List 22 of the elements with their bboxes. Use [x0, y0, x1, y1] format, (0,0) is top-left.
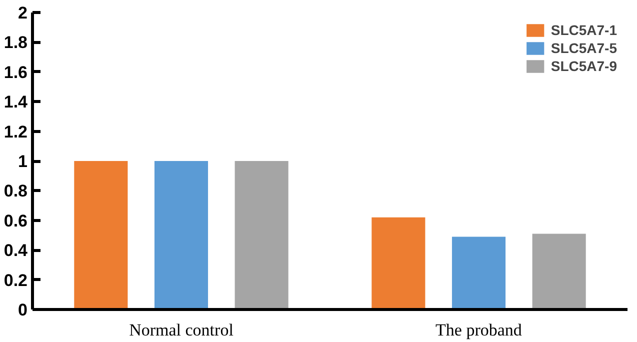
legend-label: SLC5A7-1	[550, 22, 617, 38]
bar	[532, 234, 586, 310]
y-tick-label: 1.6	[4, 62, 28, 82]
y-tick-label: 0.8	[4, 182, 28, 201]
y-tick-label: 0.6	[4, 211, 28, 230]
bar	[74, 161, 128, 310]
y-tick-label: 1.4	[4, 92, 28, 112]
bar	[452, 236, 506, 310]
y-tick-label: 1.2	[4, 122, 28, 142]
y-tick-label: 1.8	[4, 33, 28, 52]
x-tick-label: The proband	[436, 320, 522, 340]
legend-label: SLC5A7-5	[550, 40, 617, 56]
y-tick-label: 0.2	[4, 270, 28, 290]
bar	[234, 161, 288, 310]
y-tick-label: 0	[18, 300, 28, 320]
y-tick-label: 2	[18, 4, 28, 22]
x-tick-label: Normal control	[129, 320, 234, 340]
y-tick-label: 1	[18, 152, 28, 171]
y-tick-label: 0.4	[4, 241, 28, 260]
legend-label: SLC5A7-9	[550, 58, 617, 74]
bar	[372, 217, 426, 310]
bar	[154, 161, 208, 310]
